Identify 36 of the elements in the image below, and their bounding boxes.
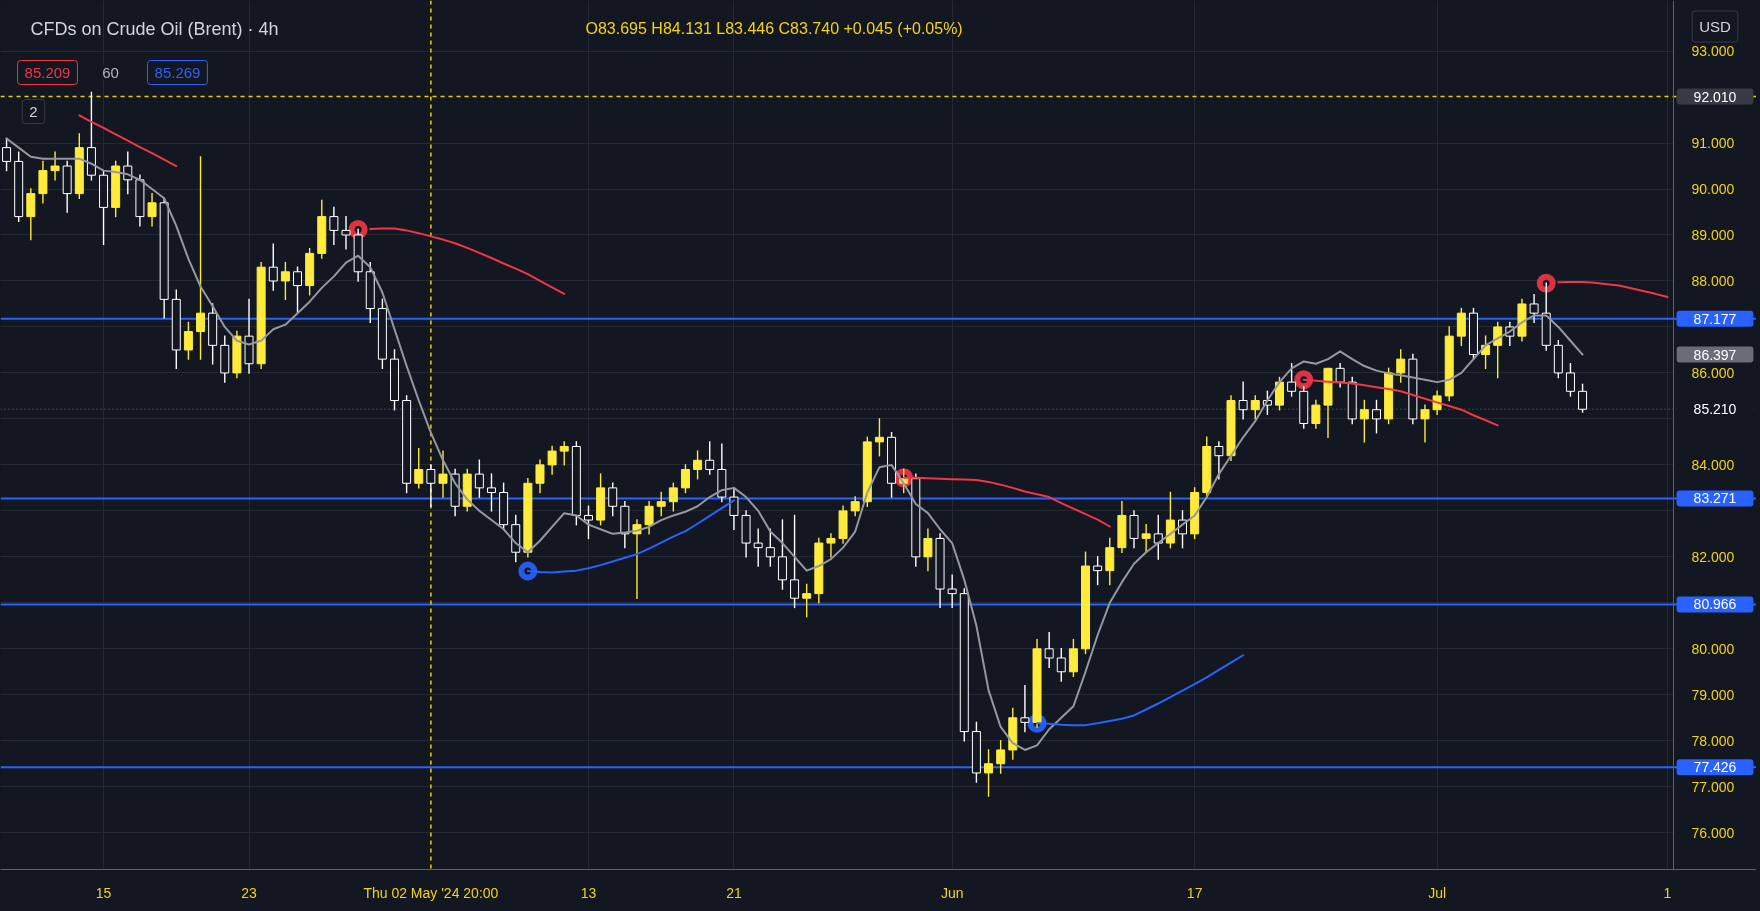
x-tick-label: 17 bbox=[1186, 884, 1203, 901]
y-tick-label: 88.000 bbox=[1691, 272, 1735, 289]
y-tick-label: 91.000 bbox=[1691, 135, 1735, 152]
y-tick-label: 90.000 bbox=[1691, 181, 1735, 198]
x-tick-label: 21 bbox=[726, 884, 742, 901]
y-tick-label: 79.000 bbox=[1691, 686, 1735, 703]
text: CFDs on Crude Oil (Brent) · 4h bbox=[30, 18, 279, 39]
ref-line-label: 85.210 bbox=[1693, 401, 1737, 418]
y-tick-label: 78.000 bbox=[1691, 732, 1735, 749]
x-tick-label: 13 bbox=[580, 884, 597, 901]
ref-line-label: 92.010 bbox=[1693, 88, 1737, 105]
y-tick-label: 86.000 bbox=[1691, 364, 1735, 381]
annotation: 85.269 bbox=[154, 63, 201, 81]
ref-line-label: 80.966 bbox=[1693, 596, 1737, 613]
ref-line-label: 83.271 bbox=[1693, 490, 1737, 507]
text: 86.397 bbox=[1693, 346, 1737, 363]
y-tick-label: 93.000 bbox=[1691, 43, 1735, 60]
y-tick-label: 82.000 bbox=[1691, 548, 1735, 565]
y-tick-label: 76.000 bbox=[1691, 824, 1735, 841]
ref-line-label: 87.177 bbox=[1693, 310, 1737, 327]
ref-line-label: 77.426 bbox=[1693, 759, 1737, 776]
x-tick-label: Jul bbox=[1428, 884, 1447, 901]
text: O83.695 H84.131 L83.446 C83.740 +0.045 (+0.05%) bbox=[585, 20, 963, 37]
x-tick-label: Jun bbox=[940, 884, 964, 901]
x-tick-label: 1 bbox=[1663, 884, 1672, 901]
x-tick-label: Thu 02 May '24 20:00 bbox=[363, 884, 499, 901]
y-tick-label: 89.000 bbox=[1691, 226, 1735, 243]
text: USD bbox=[1699, 18, 1731, 35]
x-tick-label: 23 bbox=[241, 884, 258, 901]
annotation: 2 bbox=[29, 102, 38, 120]
y-tick-label: 77.000 bbox=[1691, 778, 1735, 795]
y-tick-label: 80.000 bbox=[1691, 640, 1735, 657]
annotation: 60 bbox=[102, 63, 119, 81]
x-tick-label: 15 bbox=[95, 884, 112, 901]
y-tick-label: 84.000 bbox=[1691, 456, 1735, 473]
annotation: 85.209 bbox=[24, 63, 71, 81]
